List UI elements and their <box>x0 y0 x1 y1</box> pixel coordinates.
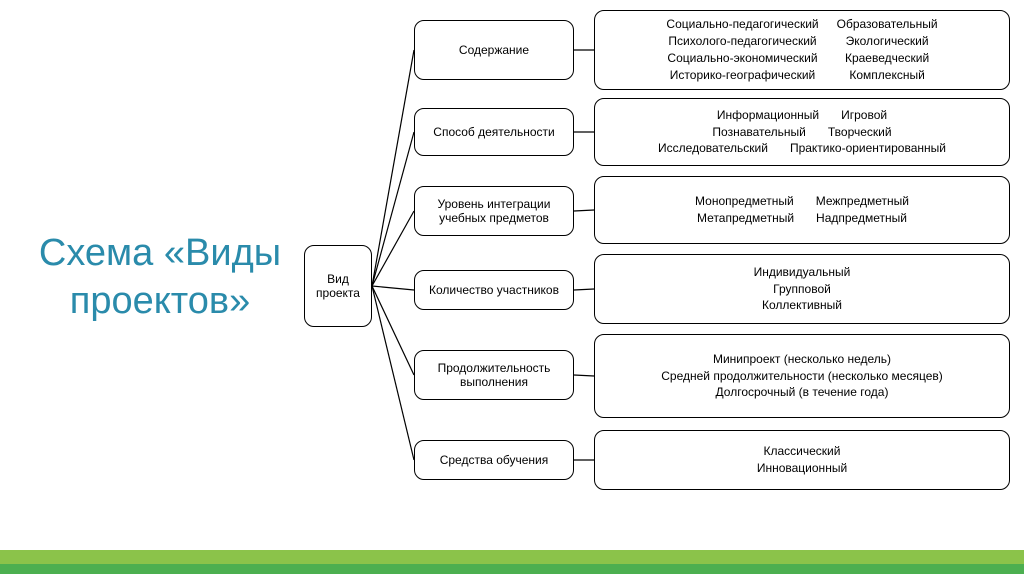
category-node: Содержание <box>414 20 574 80</box>
bottom-bar <box>0 550 1024 574</box>
root-label: Вид проекта <box>311 272 365 300</box>
detail-item: Исследовательский <box>658 140 768 157</box>
category-label: Средства обучения <box>440 453 549 467</box>
title-text: Схема «Виды проектов» <box>39 232 281 322</box>
detail-node: Информационный Игровой Познавательный Творч… <box>594 98 1010 166</box>
category-node: Средства обучения <box>414 440 574 480</box>
detail-node: КлассическийИнновационный <box>594 430 1010 490</box>
category-label: Способ деятельности <box>433 125 554 139</box>
detail-item: Метапредметный <box>697 210 794 227</box>
detail-item: Образовательный <box>837 16 938 33</box>
detail-item: Комплексный <box>849 67 924 84</box>
detail-node: ИндивидуальныйГрупповойКоллективный <box>594 254 1010 324</box>
detail-item: Историко-географический <box>670 67 815 84</box>
detail-node: Социально-педагогическийПсихолого-педаго… <box>594 10 1010 90</box>
detail-item: Социально-педагогический <box>666 16 818 33</box>
category-label: Количество участников <box>429 283 559 297</box>
category-label: Содержание <box>459 43 529 57</box>
detail-item: Надпредметный <box>816 210 907 227</box>
detail-item: Коллективный <box>762 297 842 314</box>
category-node: Уровень интеграции учебных предметов <box>414 186 574 236</box>
detail-item: Социально-экономический <box>667 50 817 67</box>
detail-item: Долгосрочный (в течение года) <box>716 384 889 401</box>
detail-item: Краеведческий <box>845 50 929 67</box>
detail-item: Игровой <box>841 107 887 124</box>
detail-item: Познавательный <box>712 124 805 141</box>
detail-item: Групповой <box>773 281 831 298</box>
category-node: Количество участников <box>414 270 574 310</box>
category-label: Продолжительность выполнения <box>421 361 567 390</box>
detail-item: Классический <box>764 443 841 460</box>
detail-item: Монопредметный <box>695 193 794 210</box>
detail-node: Монопредметный Межпредметный Метапредметны… <box>594 176 1010 244</box>
detail-item: Практико-ориентированный <box>790 140 946 157</box>
detail-item: Индивидуальный <box>754 264 851 281</box>
detail-item: Средней продолжительности (несколько мес… <box>661 368 942 385</box>
detail-item: Минипроект (несколько недель) <box>713 351 891 368</box>
detail-item: Межпредметный <box>816 193 909 210</box>
detail-item: Инновационный <box>757 460 847 477</box>
category-node: Продолжительность выполнения <box>414 350 574 400</box>
detail-item: Экологический <box>846 33 929 50</box>
root-node: Вид проекта <box>304 245 372 327</box>
detail-item: Информационный <box>717 107 819 124</box>
page-title: Схема «Виды проектов» <box>30 230 290 325</box>
detail-item: Творческий <box>828 124 892 141</box>
detail-node: Минипроект (несколько недель)Средней про… <box>594 334 1010 418</box>
category-label: Уровень интеграции учебных предметов <box>421 197 567 226</box>
detail-item: Психолого-педагогический <box>668 33 816 50</box>
category-node: Способ деятельности <box>414 108 574 156</box>
